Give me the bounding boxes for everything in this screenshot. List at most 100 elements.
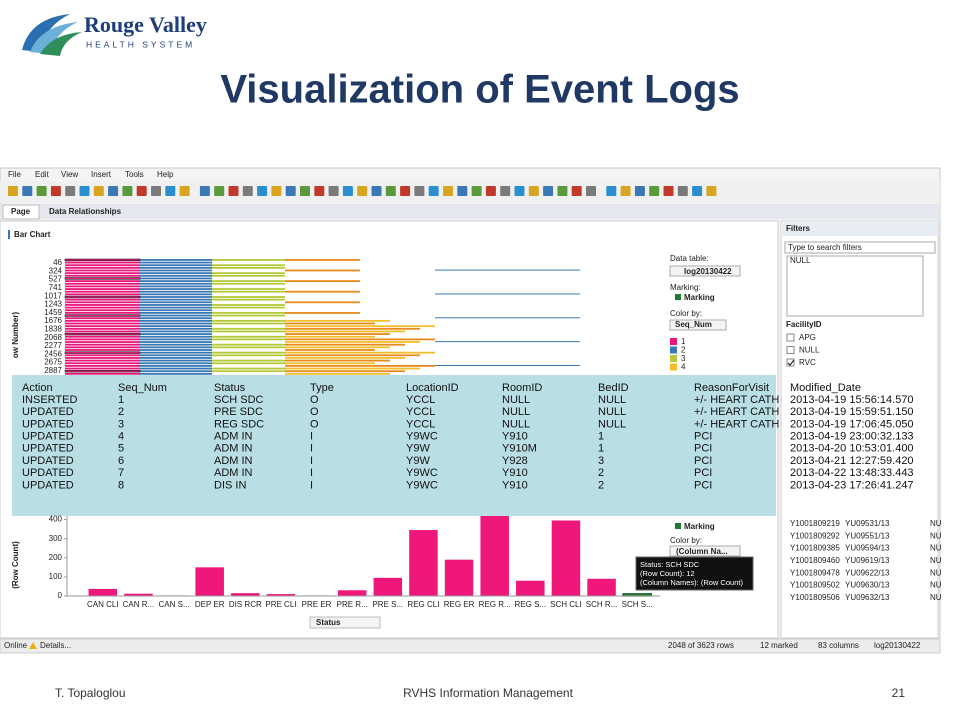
menu-item[interactable]: Tools <box>125 170 144 179</box>
bar[interactable] <box>409 530 438 596</box>
tab-active[interactable] <box>2 204 40 220</box>
toolbar-icon[interactable] <box>199 186 210 196</box>
toolbar-icon[interactable] <box>314 186 325 196</box>
toolbar-icon[interactable] <box>214 186 225 196</box>
dropdown[interactable] <box>669 265 741 277</box>
toolbar-icon[interactable] <box>285 186 296 196</box>
toolbar-icon[interactable] <box>649 186 660 196</box>
x-tick-label: REG R... <box>479 600 511 609</box>
toolbar-icon[interactable] <box>485 186 496 196</box>
toolbar-icon[interactable] <box>500 186 511 196</box>
dropdown[interactable] <box>669 545 741 557</box>
toolbar-icon[interactable] <box>706 186 717 196</box>
bar[interactable] <box>373 577 403 596</box>
toolbar-icon[interactable] <box>400 186 411 196</box>
tab[interactable]: Data Relationships <box>49 207 122 216</box>
toolbar-icon[interactable] <box>151 186 161 196</box>
toolbar-icon[interactable] <box>371 186 382 196</box>
toolbar-icon[interactable] <box>50 186 61 196</box>
bar[interactable] <box>551 520 581 596</box>
checkbox[interactable] <box>786 358 795 367</box>
row-label: 46 <box>53 258 62 267</box>
bar[interactable] <box>516 580 545 596</box>
bar[interactable] <box>266 594 296 596</box>
bar[interactable] <box>88 588 118 596</box>
x-tick-label: DIS RCR <box>229 600 262 609</box>
column-header: Seq_Num <box>118 382 167 394</box>
table-cell: 2 <box>598 479 604 491</box>
stripe <box>65 269 140 272</box>
toolbar-icon[interactable] <box>620 186 631 196</box>
toolbar-icon[interactable] <box>357 186 368 196</box>
toolbar-icon[interactable] <box>65 186 76 196</box>
x-tick-label: PRE ER <box>302 600 332 609</box>
menu-item[interactable]: Edit <box>35 170 50 179</box>
toolbar-icon[interactable] <box>271 186 282 196</box>
toolbar-icon[interactable] <box>663 186 674 196</box>
stripe-outline <box>64 277 141 280</box>
toolbar-icon[interactable] <box>514 186 525 196</box>
toolbar-icon[interactable] <box>179 186 190 196</box>
toolbar-icon[interactable] <box>543 186 554 196</box>
checkbox[interactable] <box>786 346 795 354</box>
stripe <box>65 282 140 285</box>
toolbar-icon[interactable] <box>342 186 353 196</box>
toolbar-icon[interactable] <box>571 186 582 196</box>
toolbar-icon[interactable] <box>385 186 396 196</box>
toolbar-icon[interactable] <box>457 186 468 196</box>
status-details[interactable]: Details... <box>40 641 71 650</box>
toolbar-icon[interactable] <box>586 186 596 196</box>
toolbar-icon[interactable] <box>136 186 147 196</box>
menu-item[interactable]: Help <box>157 170 174 179</box>
toolbar-icon[interactable] <box>328 186 339 196</box>
checkbox[interactable] <box>786 333 795 342</box>
stripe <box>140 288 212 290</box>
stripe <box>65 351 140 354</box>
toolbar-icon[interactable] <box>443 186 453 196</box>
toolbar-icon[interactable] <box>557 186 568 196</box>
y-axis-label: (Row Count) <box>11 541 20 589</box>
stripe <box>65 285 140 288</box>
toolbar-icon[interactable] <box>471 186 482 196</box>
toolbar-icon[interactable] <box>22 186 33 196</box>
toolbar-icon[interactable] <box>122 186 133 196</box>
toolbar-icon[interactable] <box>528 186 539 196</box>
toolbar-icon[interactable] <box>692 186 703 196</box>
toolbar-icon[interactable] <box>36 186 47 196</box>
toolbar-icon[interactable] <box>300 186 310 196</box>
menu-item[interactable]: Insert <box>91 170 112 179</box>
stripe <box>212 296 285 298</box>
bar[interactable] <box>444 559 474 596</box>
bar[interactable] <box>124 593 153 596</box>
table-cell: NULL <box>502 418 530 430</box>
dropdown[interactable] <box>669 319 727 331</box>
toolbar-icon[interactable] <box>8 186 18 196</box>
bar[interactable] <box>195 567 224 596</box>
axis-selector[interactable] <box>309 616 381 629</box>
bar[interactable] <box>337 590 367 596</box>
menu-item[interactable]: View <box>61 170 78 179</box>
toolbar-icon[interactable] <box>428 186 439 196</box>
x-tick-label: SCH CLI <box>550 600 582 609</box>
x-tick-label: SCH R... <box>586 600 618 609</box>
toolbar-icon[interactable] <box>634 186 645 196</box>
toolbar-icon[interactable] <box>414 186 425 196</box>
toolbar-icon[interactable] <box>228 186 239 196</box>
bar[interactable] <box>587 578 616 596</box>
toolbar-icon[interactable] <box>257 186 268 196</box>
toolbar-icon[interactable] <box>677 186 688 196</box>
legend-swatch <box>670 355 677 362</box>
stripe <box>140 338 212 341</box>
toolbar-icon[interactable] <box>93 186 104 196</box>
menu-item[interactable]: File <box>8 170 21 179</box>
toolbar-icon[interactable] <box>242 186 253 196</box>
bar[interactable] <box>231 593 260 596</box>
toolbar-icon[interactable] <box>165 186 176 196</box>
bar[interactable] <box>480 516 509 596</box>
x-tick-label: CAN CLI <box>87 600 119 609</box>
toolbar-icon[interactable] <box>79 186 90 196</box>
tab[interactable]: Page <box>11 207 31 216</box>
search-box[interactable] <box>784 241 936 254</box>
toolbar-icon[interactable] <box>108 186 119 196</box>
toolbar-icon[interactable] <box>606 186 617 196</box>
